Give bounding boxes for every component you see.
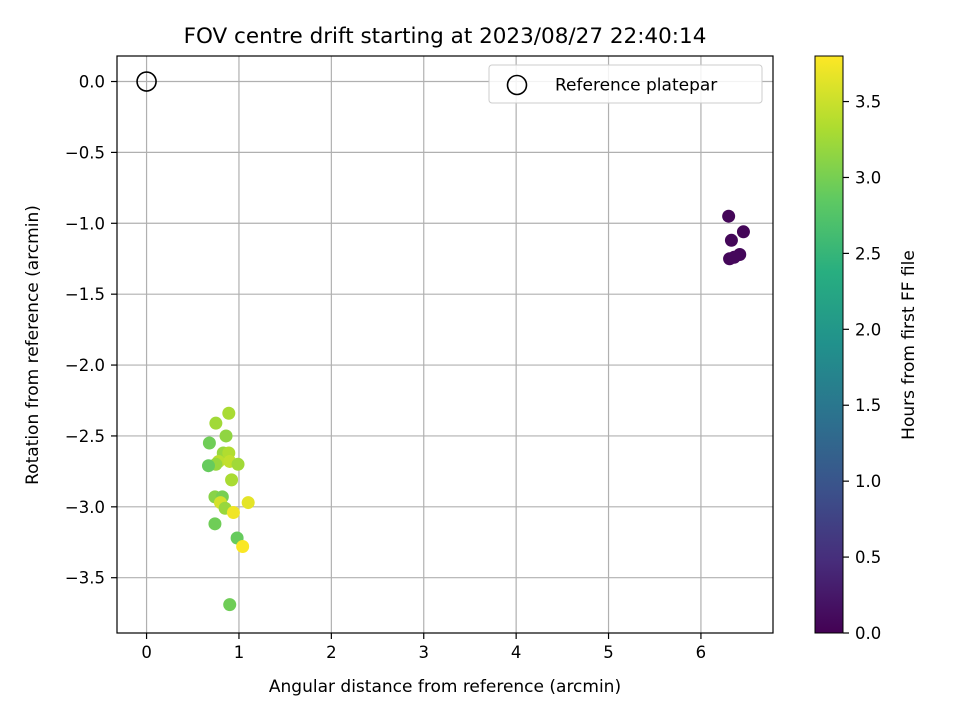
colorbar-tick-label-0: 0.0 [855,624,881,643]
colorbar-gradient [814,55,844,634]
colorbar-tick-label-5: 2.5 [855,244,881,263]
plot-frame [116,55,774,634]
data-point-8 [219,429,233,443]
data-point-23 [226,505,240,519]
data-point-17 [225,473,239,487]
data-point-22 [241,496,255,510]
data-point-0 [722,209,736,223]
y-tick-label-5: −2.5 [65,427,105,446]
x-tick-label-4: 4 [511,643,522,662]
colorbar-tick-label-2: 1.0 [855,472,881,491]
y-tick-label-2: −1.0 [65,214,105,233]
colorbar-tick-label-4: 2.0 [855,320,881,339]
y-tick-label-3: −1.5 [65,285,105,304]
y-axis-ticks: 0.0 −0.5 −1.0 −1.5 −2.0 −2.5 −3.0 −3.5 [65,73,117,588]
data-point-27 [223,598,237,612]
data-point-1 [736,225,750,239]
x-tick-label-6: 6 [696,643,707,662]
y-tick-label-1: −0.5 [65,143,105,162]
data-point-9 [202,436,216,450]
x-tick-label-5: 5 [603,643,614,662]
y-tick-label-7: −3.5 [65,569,105,588]
legend-box [488,64,763,104]
data-points [201,209,750,612]
y-axis-label: Rotation from reference (arcmin) [23,205,43,485]
y-tick-label-6: −3.0 [65,498,105,517]
colorbar-tick-label-7: 3.5 [855,93,881,112]
data-point-14 [201,459,215,473]
colorbar-label: Hours from first FF file [899,250,919,440]
legend: Reference platepar [488,64,763,104]
reference-marker [136,71,157,92]
colorbar-tick-label-6: 3.0 [855,168,881,187]
x-axis-label: Angular distance from reference (arcmin) [269,677,621,697]
grid-lines [117,56,773,633]
x-tick-label-0: 0 [141,643,152,662]
legend-marker [506,74,528,96]
data-point-24 [208,517,222,531]
data-point-7 [209,416,223,430]
legend-label: Reference platepar [555,76,717,96]
colorbar-tick-label-1: 0.5 [855,548,881,567]
x-tick-label-1: 1 [234,643,245,662]
colorbar: 0.0 0.5 1.0 1.5 2.0 2.5 3.0 3.5 Hours from firs… [814,55,919,643]
data-point-26 [236,540,250,554]
x-tick-label-2: 2 [326,643,337,662]
data-point-2 [724,233,738,247]
colorbar-ticks: 0.0 0.5 1.0 1.5 2.0 2.5 3.0 3.5 [843,93,881,643]
data-point-5 [727,250,741,264]
x-tick-label-3: 3 [418,643,429,662]
colorbar-tick-label-3: 1.5 [855,396,881,415]
data-point-16 [231,457,245,471]
y-tick-label-0: 0.0 [79,73,105,92]
y-tick-label-4: −2.0 [65,356,105,375]
x-axis-ticks: 0 1 2 3 4 5 6 [141,633,706,662]
data-point-6 [222,406,236,420]
chart-title: FOV centre drift starting at 2023/08/27 … [184,24,707,49]
